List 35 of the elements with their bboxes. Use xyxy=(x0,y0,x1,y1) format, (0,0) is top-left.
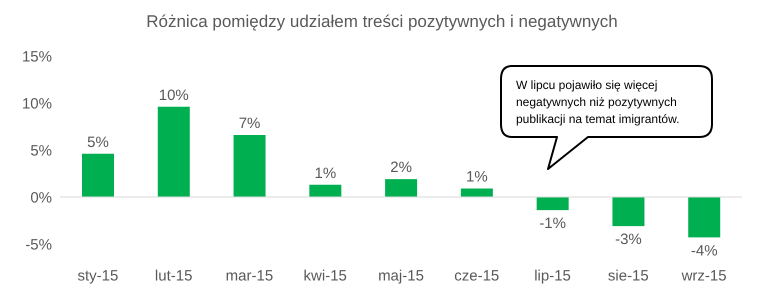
bar xyxy=(385,179,418,197)
data-label: 5% xyxy=(87,134,109,151)
x-tick-label: sty-15 xyxy=(77,268,118,285)
x-tick-label: kwi-15 xyxy=(304,268,347,285)
y-tick-label: 0% xyxy=(30,189,52,206)
y-tick-label: 5% xyxy=(30,142,52,160)
bar xyxy=(612,197,644,226)
bar xyxy=(82,154,114,197)
data-label: 1% xyxy=(314,164,336,182)
bar xyxy=(460,188,493,197)
data-label: 10% xyxy=(158,86,189,104)
data-label: -3% xyxy=(615,231,642,248)
data-label: 7% xyxy=(238,114,260,132)
bar xyxy=(309,184,342,197)
speech-bubble: W lipcu pojawiło się więcej negatywnych niż pozytywnych publikacji na temat imigrantów. xyxy=(500,65,715,171)
x-tick-label: cze-15 xyxy=(454,268,500,285)
chart-title: Różnica pomiędzy udziałem treści pozytywnych i negatywnych xyxy=(145,12,619,32)
data-label: 2% xyxy=(390,159,412,176)
x-tick-label: maj-15 xyxy=(378,268,424,285)
x-tick-label: lip-15 xyxy=(534,268,571,285)
x-tick-label: sie-15 xyxy=(608,268,649,285)
data-label: 1% xyxy=(466,168,488,186)
x-tick-label: lut-15 xyxy=(154,268,192,285)
y-tick-label: -5% xyxy=(25,236,52,254)
bar xyxy=(688,197,720,238)
x-tick-label: mar-15 xyxy=(226,268,274,285)
x-tick-label: wrz-15 xyxy=(680,268,727,285)
bar xyxy=(234,134,266,197)
y-tick-label: 15% xyxy=(22,48,52,66)
data-label: -4% xyxy=(690,242,718,260)
data-label: -1% xyxy=(539,215,566,232)
annotation: W lipcu pojawiło się więcej negatywnych niż pozytywnych publikacji na temat imigrantów. xyxy=(516,77,680,128)
y-tick-label: 10% xyxy=(22,95,52,112)
bar xyxy=(536,197,569,210)
bar xyxy=(158,106,190,197)
